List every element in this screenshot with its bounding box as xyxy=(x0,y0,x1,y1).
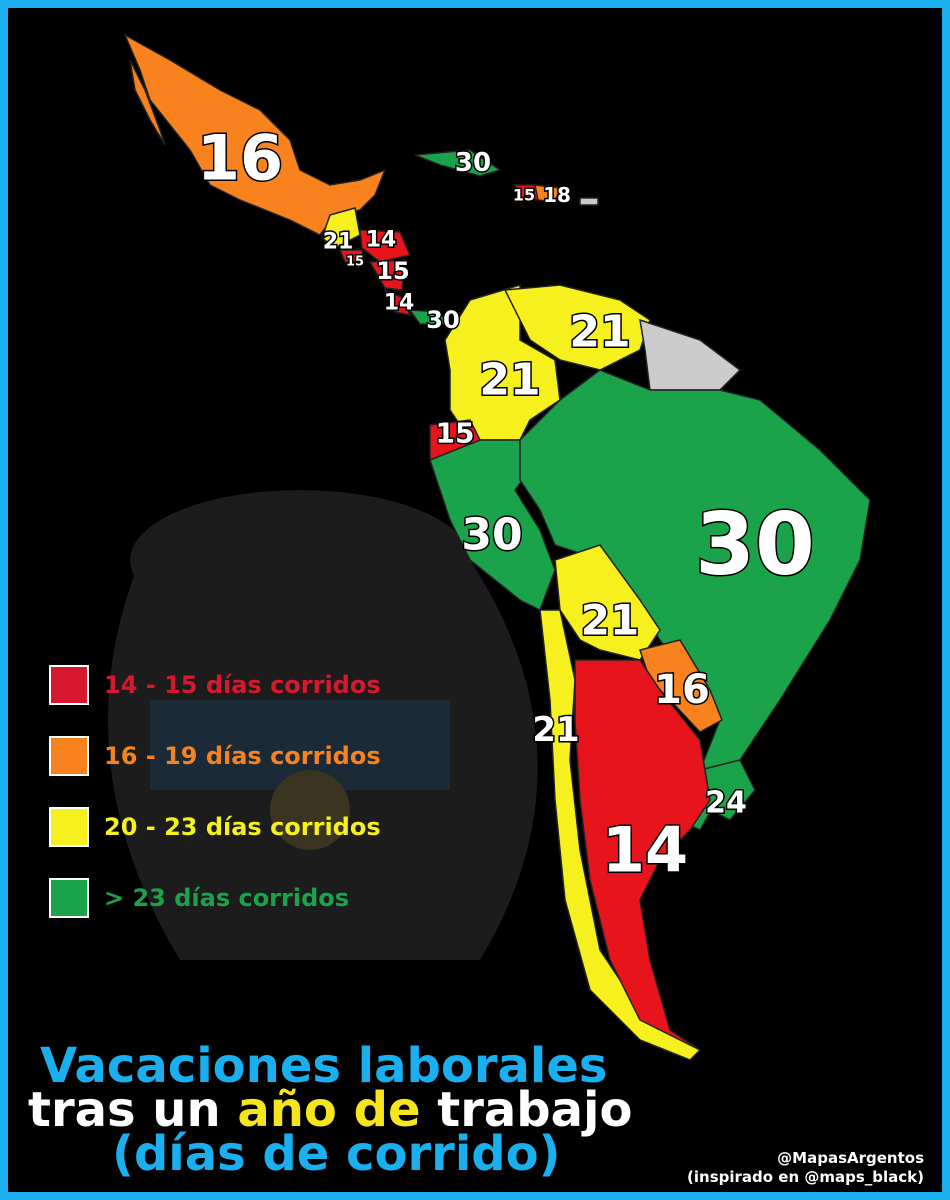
country-label: 21 xyxy=(569,307,630,358)
nicaragua xyxy=(368,259,406,291)
country-label: 15 xyxy=(513,186,535,205)
legend-swatch xyxy=(49,807,89,847)
title-line-2: tras un año de trabajo xyxy=(28,1082,632,1138)
country-label: 21 xyxy=(323,230,354,255)
legend-swatch xyxy=(49,665,89,705)
legend-swatch xyxy=(49,878,89,918)
baja xyxy=(129,59,166,146)
cuba xyxy=(414,149,502,177)
title-line-1: Vacaciones laborales xyxy=(40,1038,607,1094)
country-label: 15 xyxy=(346,255,364,270)
country-label: 16 xyxy=(197,122,283,195)
dominican-republic xyxy=(534,184,562,203)
country-label: 21 xyxy=(581,596,639,645)
colombia xyxy=(444,283,561,441)
title-part: año de xyxy=(237,1082,420,1138)
guatemala xyxy=(321,207,361,249)
legend-label: 20 - 23 días corridos xyxy=(104,813,381,841)
countries xyxy=(123,33,871,1061)
legend-swatch xyxy=(49,736,89,776)
country-label: 21 xyxy=(479,355,540,406)
costa-rica xyxy=(383,288,412,317)
country-label: 30 xyxy=(695,495,815,595)
country-label: 14 xyxy=(602,814,688,887)
title-part: trabajo xyxy=(437,1082,632,1138)
el-salvador xyxy=(338,249,365,263)
legend-label: > 23 días corridos xyxy=(104,884,349,912)
puerto-rico xyxy=(579,197,599,206)
title-line-3: (días de corrido) xyxy=(112,1126,561,1182)
country-label: 30 xyxy=(455,148,491,178)
peru xyxy=(429,439,556,612)
legend: 14 - 15 días corridos 16 - 19 días corrid… xyxy=(49,665,381,918)
honduras xyxy=(359,229,412,263)
argentina xyxy=(574,659,711,1051)
mexico xyxy=(123,33,387,236)
legend-label: 16 - 19 días corridos xyxy=(104,742,381,770)
country-label: 18 xyxy=(543,183,571,207)
country-label: 14 xyxy=(366,228,397,253)
country-label: 15 xyxy=(436,417,475,450)
credit-author: @MapasArgentos xyxy=(777,1149,924,1167)
legend-label: 14 - 15 días corridos xyxy=(104,671,381,699)
mate-silhouette xyxy=(108,490,538,960)
country-label: 24 xyxy=(705,786,747,821)
panama xyxy=(408,309,450,326)
country-label: 16 xyxy=(654,667,710,713)
credit-inspired: (inspirado en @maps_black) xyxy=(687,1168,924,1186)
country-label: 30 xyxy=(426,306,459,334)
country-label: 15 xyxy=(376,257,409,285)
title-part: tras un xyxy=(28,1082,221,1138)
venezuela xyxy=(503,284,651,371)
country-label: 14 xyxy=(384,291,415,316)
country-label: 21 xyxy=(532,710,579,750)
country-label: 30 xyxy=(461,510,522,561)
